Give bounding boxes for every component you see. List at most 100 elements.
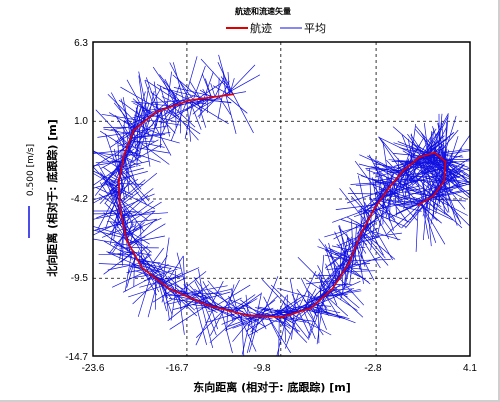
velocity-vector [437, 178, 441, 190]
velocity-vector [401, 134, 414, 163]
velocity-vector [339, 188, 368, 224]
velocity-vector [362, 231, 386, 259]
velocity-vector [93, 220, 123, 236]
velocity-vector [281, 316, 308, 343]
velocity-vector [169, 304, 208, 330]
velocity-vector [374, 207, 411, 223]
velocity-vector [232, 316, 266, 329]
track-point [417, 204, 420, 206]
velocity-vector [138, 250, 142, 266]
velocity-vector [444, 169, 470, 184]
velocity-vector [380, 172, 394, 184]
velocity-vector [146, 270, 160, 273]
velocity-vector [109, 191, 126, 232]
velocity-vector [199, 95, 223, 109]
velocity-vector [409, 202, 423, 221]
velocity-vector [247, 316, 283, 337]
velocity-vector [223, 279, 240, 310]
velocity-vector [342, 260, 344, 272]
velocity-vector [320, 255, 353, 288]
velocity-vector [210, 83, 216, 97]
velocity-vector [183, 101, 207, 104]
track-point [141, 266, 143, 269]
velocity-vector [256, 292, 262, 317]
velocity-vector [430, 128, 435, 154]
velocity-vector [406, 155, 424, 185]
velocity-vector [176, 252, 189, 297]
velocity-vector [182, 255, 186, 296]
velocity-vector [308, 308, 314, 319]
velocity-vector [196, 80, 225, 100]
velocity-vector [93, 145, 128, 168]
velocity-vector [344, 240, 359, 247]
velocity-vector [428, 162, 446, 171]
velocity-vector [431, 181, 461, 198]
velocity-vector [119, 179, 146, 202]
velocity-vector [156, 84, 190, 101]
velocity-vector [170, 101, 188, 142]
velocity-vector [370, 214, 372, 230]
velocity-vector [121, 143, 163, 168]
velocity-vector [230, 311, 233, 322]
velocity-vector [428, 189, 470, 200]
velocity-vector [147, 279, 159, 318]
velocity-vector [127, 145, 170, 154]
velocity-vector [331, 245, 355, 252]
velocity-vector [408, 156, 441, 182]
velocity-vector [417, 180, 431, 206]
velocity-vector [353, 209, 374, 218]
velocity-vector [376, 177, 398, 182]
velocity-vector [421, 167, 446, 175]
velocity-vector [356, 236, 380, 244]
velocity-vector [365, 175, 400, 208]
velocity-vector [341, 273, 344, 293]
velocity-vector [152, 289, 173, 303]
velocity-vector [355, 182, 394, 187]
x-tick-labels: -23.6 -16.7 -9.8 -2.8 4.1 [82, 363, 478, 374]
track-point [119, 210, 122, 212]
velocity-vector [347, 265, 371, 285]
velocity-vector [128, 284, 165, 298]
velocity-vector [255, 307, 287, 316]
velocity-vector [399, 174, 414, 177]
velocity-vector [139, 125, 161, 135]
velocity-vector [419, 203, 442, 224]
velocity-vector [327, 247, 352, 259]
track-point [154, 111, 157, 114]
velocity-vector [111, 270, 147, 288]
velocity-vector [164, 292, 198, 302]
velocity-vector [172, 106, 196, 128]
velocity-vector [183, 56, 198, 103]
velocity-vector [288, 314, 299, 334]
velocity-vector [115, 115, 131, 141]
velocity-vector [221, 314, 245, 325]
velocity-vector [125, 151, 141, 154]
velocity-vector [166, 108, 180, 118]
velocity-vector [381, 193, 386, 209]
track-point [432, 195, 435, 197]
velocity-vector [115, 129, 128, 147]
velocity-vector [261, 279, 295, 314]
velocity-vector [123, 201, 162, 227]
velocity-vector [370, 204, 378, 251]
x-tick-label: 4.1 [463, 363, 477, 374]
velocity-vector [218, 54, 230, 95]
velocity-vector [140, 105, 144, 125]
velocity-vector [437, 167, 445, 179]
velocity-vector [204, 78, 212, 98]
velocity-vector [108, 175, 120, 182]
track-point [123, 153, 126, 156]
velocity-vector [189, 80, 201, 99]
velocity-vector [340, 258, 352, 300]
velocity-vector [145, 250, 170, 289]
velocity-vector [250, 316, 266, 333]
velocity-vector [208, 308, 221, 312]
velocity-vector [349, 187, 371, 217]
velocity-vector [336, 243, 352, 259]
velocity-vector [344, 253, 354, 289]
velocity-vector [306, 279, 339, 285]
velocity-vector [167, 297, 192, 305]
velocity-vector [93, 180, 119, 189]
velocity-vector [359, 235, 381, 269]
